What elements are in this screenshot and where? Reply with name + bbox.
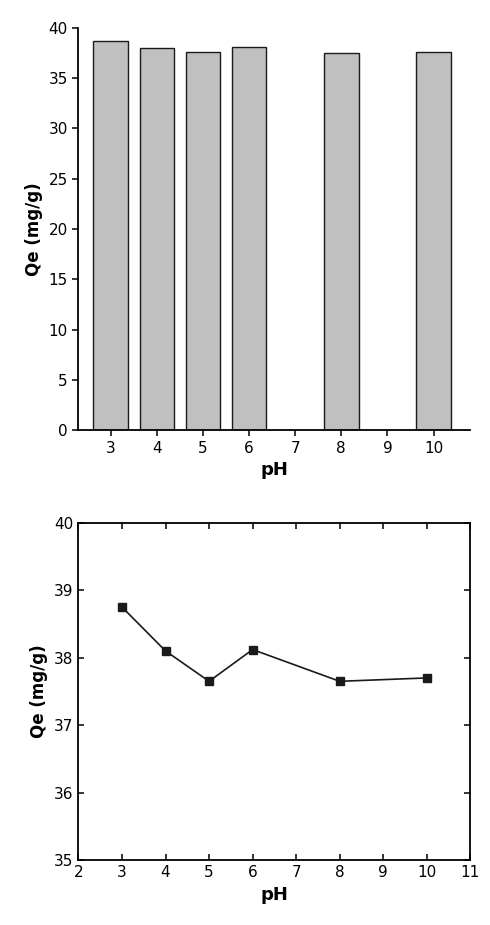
Bar — [416, 52, 451, 430]
Y-axis label: Qe (mg/g): Qe (mg/g) — [30, 645, 49, 738]
Bar — [186, 52, 220, 430]
Bar — [324, 53, 359, 430]
Bar — [140, 48, 174, 430]
Bar — [94, 41, 128, 430]
X-axis label: pH: pH — [261, 461, 288, 479]
Y-axis label: Qe (mg/g): Qe (mg/g) — [25, 182, 43, 276]
X-axis label: pH: pH — [261, 885, 288, 904]
Bar — [232, 47, 267, 430]
